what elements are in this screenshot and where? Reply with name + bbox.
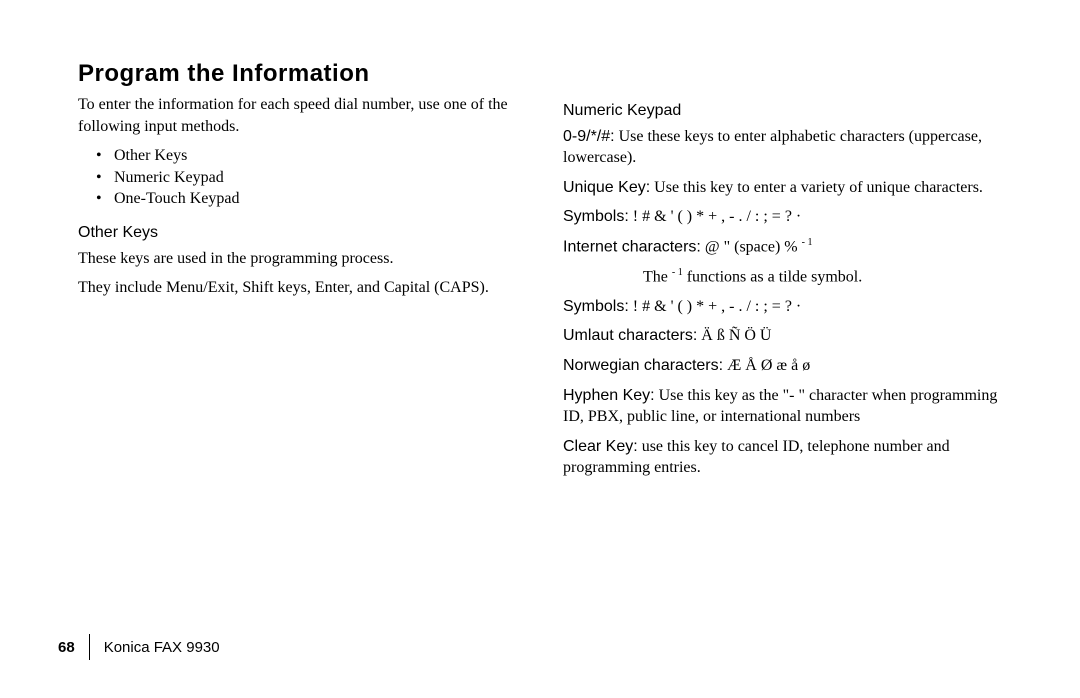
- list-item: Other Keys: [96, 145, 523, 167]
- input-methods-list: Other Keys Numeric Keypad One-Touch Keyp…: [96, 145, 523, 210]
- num-keys-line: 0-9/*/#: Use these keys to enter alphabe…: [563, 126, 1008, 169]
- internet-sup: - 1: [802, 237, 813, 248]
- list-item: Numeric Keypad: [96, 167, 523, 189]
- numeric-keypad-heading: Numeric Keypad: [563, 100, 1008, 122]
- tilde-pre: The: [643, 268, 672, 285]
- left-column: To enter the information for each speed …: [78, 94, 523, 487]
- symbols2-label: Symbols:: [563, 298, 629, 315]
- product-name: Konica FAX 9930: [104, 639, 220, 656]
- symbols2-line: Symbols: ! # & ' ( ) * + , - . / : ; = ?…: [563, 296, 1008, 318]
- tilde-line: The - 1 functions as a tilde symbol.: [643, 266, 1008, 288]
- symbols1-line: Symbols: ! # & ' ( ) * + , - . / : ; = ?…: [563, 206, 1008, 228]
- clear-label: Clear Key:: [563, 438, 638, 455]
- page-number: 68: [58, 639, 75, 656]
- other-keys-p1: These keys are used in the programming p…: [78, 248, 523, 270]
- umlaut-line: Umlaut characters: Ä ß Ñ Ö Ü: [563, 325, 1008, 347]
- umlaut-label: Umlaut characters:: [563, 327, 697, 344]
- intro-text: To enter the information for each speed …: [78, 94, 523, 137]
- tilde-sup: - 1: [672, 267, 683, 278]
- right-column: Numeric Keypad 0-9/*/#: Use these keys t…: [563, 94, 1008, 487]
- page-content: Program the Information To enter the inf…: [78, 60, 1008, 487]
- page-footer: 68 Konica FAX 9930: [58, 634, 220, 660]
- num-keys-text: Use these keys to enter alphabetic chara…: [563, 128, 982, 167]
- page-title: Program the Information: [78, 60, 1008, 88]
- norwegian-line: Norwegian characters: Æ Å Ø æ å ø: [563, 355, 1008, 377]
- internet-text: @ " (space) %: [701, 238, 802, 255]
- hyphen-label: Hyphen Key:: [563, 387, 655, 404]
- other-keys-heading: Other Keys: [78, 222, 523, 244]
- internet-label: Internet characters:: [563, 238, 701, 255]
- footer-divider: [89, 634, 90, 660]
- unique-key-line: Unique Key: Use this key to enter a vari…: [563, 177, 1008, 199]
- tilde-post: functions as a tilde symbol.: [683, 268, 863, 285]
- unique-key-text: Use this key to enter a variety of uniqu…: [650, 179, 983, 196]
- internet-line: Internet characters: @ " (space) % - 1: [563, 236, 1008, 258]
- columns: To enter the information for each speed …: [78, 94, 1008, 487]
- num-keys-label: 0-9/*/#:: [563, 128, 615, 145]
- symbols2-text: ! # & ' ( ) * + , - . / : ; = ? ·: [629, 298, 801, 315]
- norwegian-label: Norwegian characters:: [563, 357, 723, 374]
- list-item: One-Touch Keypad: [96, 188, 523, 210]
- symbols1-label: Symbols:: [563, 208, 629, 225]
- other-keys-p2: They include Menu/Exit, Shift keys, Ente…: [78, 277, 523, 299]
- unique-key-label: Unique Key:: [563, 179, 650, 196]
- hyphen-line: Hyphen Key: Use this key as the "- " cha…: [563, 385, 1008, 428]
- norwegian-text: Æ Å Ø æ å ø: [723, 357, 810, 374]
- symbols1-text: ! # & ' ( ) * + , - . / : ; = ? ·: [629, 208, 801, 225]
- umlaut-text: Ä ß Ñ Ö Ü: [697, 327, 771, 344]
- clear-line: Clear Key: use this key to cancel ID, te…: [563, 436, 1008, 479]
